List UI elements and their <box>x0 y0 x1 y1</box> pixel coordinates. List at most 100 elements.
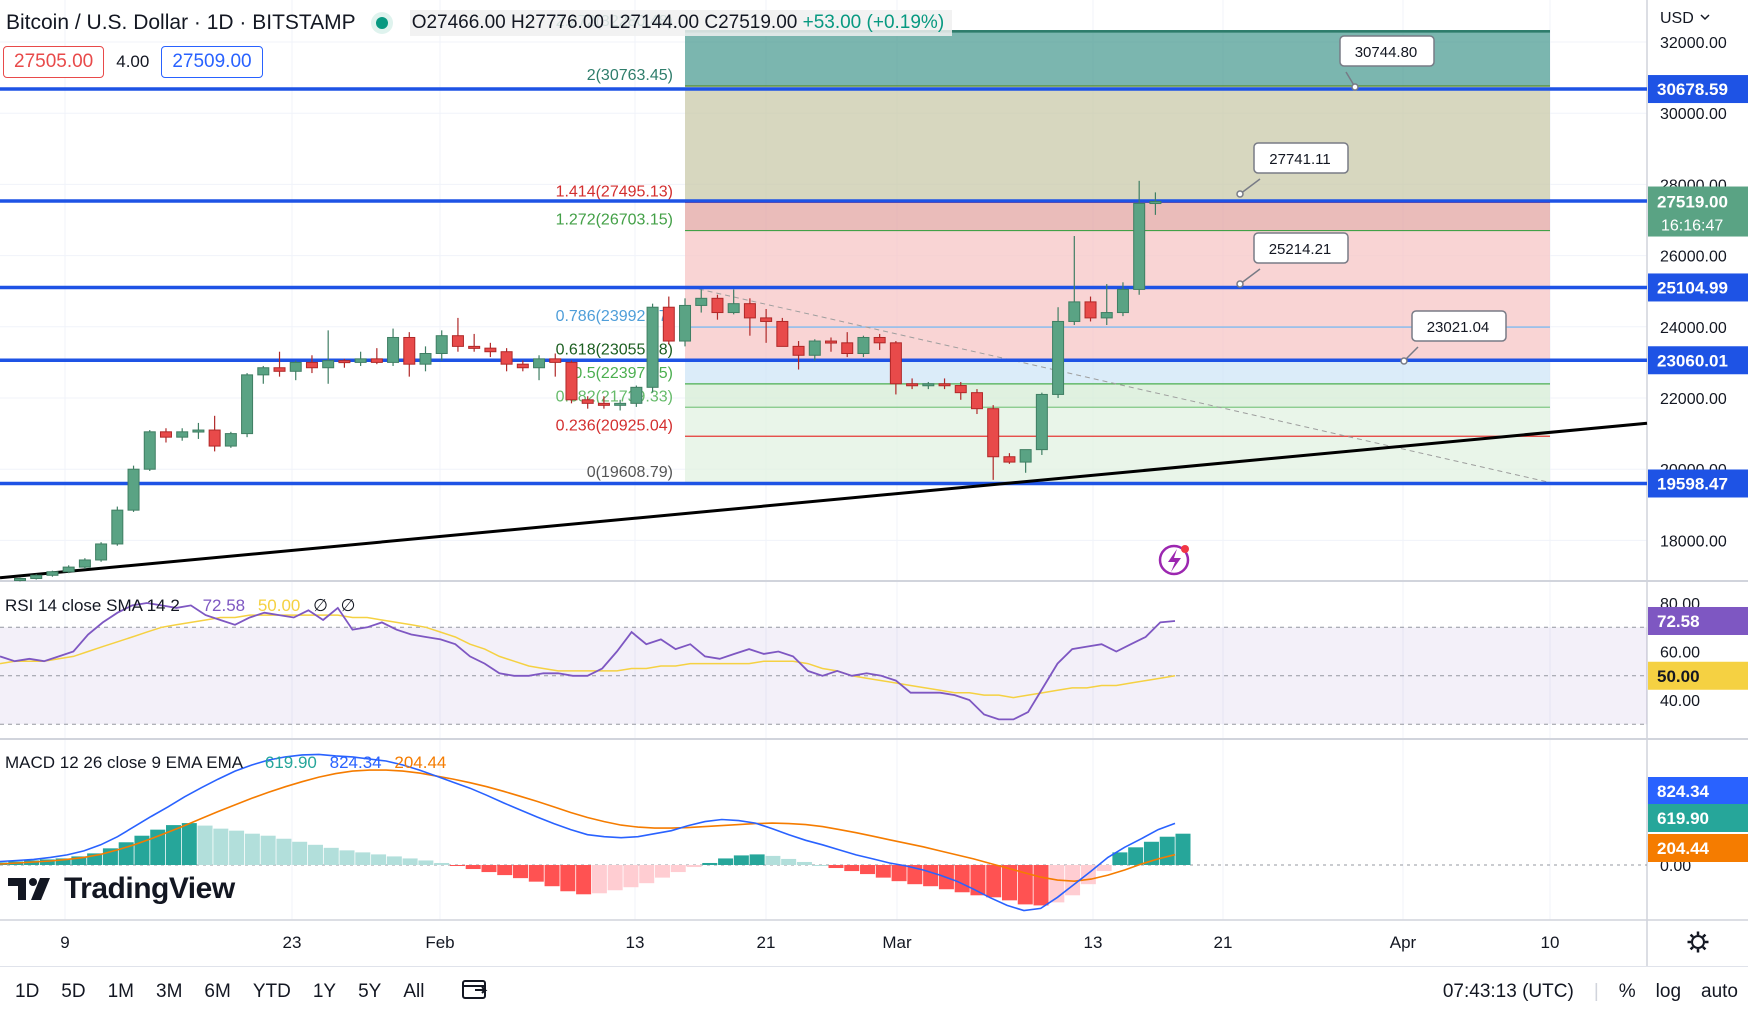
macd-histogram-bar <box>339 850 355 865</box>
percent-toggle[interactable]: % <box>1618 981 1636 1002</box>
events-icon <box>1158 544 1190 576</box>
fib-zone <box>685 383 1550 408</box>
candle-body <box>241 374 254 435</box>
timeframe-button-6m[interactable]: 6M <box>204 981 231 1002</box>
candle-body <box>841 342 854 355</box>
sell-price-button[interactable]: 27505.00 <box>3 46 105 78</box>
separator: | <box>1593 981 1599 1002</box>
macd-histogram-bar <box>418 860 434 865</box>
candle-body <box>95 543 108 561</box>
macd-histogram-bar <box>860 865 876 875</box>
timeframe-button-1d[interactable]: 1D <box>15 981 40 1002</box>
macd-histogram-bar <box>986 865 1002 898</box>
candle-body <box>111 509 124 545</box>
candle-body <box>970 392 983 410</box>
candle-body <box>419 353 432 365</box>
rsi-value-tag: 72.58 <box>1657 612 1700 631</box>
fib-level-label: 0(19608.79) <box>587 464 673 481</box>
log-toggle[interactable]: log <box>1655 981 1682 1002</box>
candle-body <box>500 351 513 365</box>
candle-body <box>370 358 383 363</box>
fib-level-label: 0.236(20925.04) <box>556 417 673 434</box>
candle-body <box>614 402 627 406</box>
macd-histogram-bar <box>166 825 182 865</box>
timeframe-button-ytd[interactable]: YTD <box>252 981 291 1002</box>
date-range-icon[interactable] <box>461 978 489 1006</box>
callout-label: 27741.11 <box>1269 151 1330 168</box>
callout-anchor <box>1236 280 1244 288</box>
macd-histogram-bar <box>481 865 497 873</box>
tradingview-logo-icon <box>8 878 50 900</box>
tradingview-logo[interactable]: TradingView <box>8 872 235 906</box>
price-callouts: 30744.80 27741.11 25214.21 23021.04 <box>1236 35 1507 365</box>
utc-clock[interactable]: 07:43:13 (UTC) <box>1442 981 1574 1002</box>
macd-line <box>0 753 1176 912</box>
candle-body <box>711 297 724 314</box>
symbol-title[interactable]: Bitcoin / U.S. Dollar · 1D · BITSTAMP <box>6 11 356 34</box>
rsi-legend[interactable]: RSI 14 close SMA 14 2 72.58 50.00 ∅ ∅ <box>5 596 355 616</box>
macd-legend[interactable]: MACD 12 26 close 9 EMA EMA 619.90 824.34… <box>5 753 446 773</box>
rsi-sma-tag-bg <box>1648 661 1748 690</box>
macd-signal-tag: 204.44 <box>1657 839 1710 858</box>
macd-histogram-bar <box>55 858 71 865</box>
macd-histogram-bar <box>229 830 245 865</box>
buy-price-button[interactable]: 27509.00 <box>161 46 263 78</box>
candle-body <box>46 571 59 576</box>
candle-body <box>1068 301 1081 322</box>
candle-body <box>954 385 967 394</box>
timeframe-button-5d[interactable]: 5D <box>61 981 86 1002</box>
fibonacci-extension: 2.272(32280.48)2(30763.45)1.414(27495.13… <box>556 13 1550 484</box>
spread-value: 4.00 <box>116 52 150 71</box>
time-tick: 13 <box>626 933 645 952</box>
fib-zone <box>685 202 1550 231</box>
candle-body <box>484 347 497 353</box>
fib-level-label: 1.272(26703.15) <box>556 212 673 229</box>
macd-histogram-bar <box>765 855 781 865</box>
callout-anchor <box>1236 190 1244 198</box>
macd-histogram-bar <box>465 865 481 870</box>
candle-body <box>1133 202 1146 290</box>
macd-value-tag: 824.34 <box>1657 782 1710 801</box>
time-axis[interactable]: 9 23 Feb 13 21 Mar 13 21 Apr 10 <box>60 931 1709 953</box>
rsi-legend-value: 72.58 <box>202 596 246 615</box>
candle-body <box>159 431 172 438</box>
macd-histogram-bar <box>875 865 891 878</box>
auto-toggle[interactable]: auto <box>1701 981 1738 1002</box>
level-price-tag-bg <box>1648 273 1748 302</box>
timeframe-button-1m[interactable]: 1M <box>107 981 134 1002</box>
macd-histogram-bar <box>355 852 371 865</box>
macd-legend-title: MACD 12 26 close 9 EMA EMA <box>5 753 243 772</box>
callout-label: 30744.80 <box>1355 44 1418 61</box>
callout-pointer <box>1239 178 1261 195</box>
macd-value-tag-bg <box>1648 777 1748 805</box>
macd-histogram-bar <box>607 865 623 891</box>
symbol-header: Bitcoin / U.S. Dollar · 1D · BITSTAMP O2… <box>0 6 953 40</box>
level-price-tag-bg <box>1648 75 1748 104</box>
candle-body <box>695 297 708 306</box>
timeframe-button-3m[interactable]: 3M <box>156 981 183 1002</box>
time-tick: 9 <box>60 933 69 952</box>
dashed-trend-line <box>689 286 1549 483</box>
macd-histogram-bar <box>1049 865 1065 903</box>
close-value: C27519.00 <box>704 12 798 33</box>
chart-canvas[interactable]: 2.272(32280.48)2(30763.45)1.414(27495.13… <box>0 0 1748 966</box>
candle-body <box>322 360 335 369</box>
fib-zone <box>685 360 1550 384</box>
candle-body <box>14 577 26 581</box>
open-value: O27466.00 <box>411 12 506 33</box>
trend-lines <box>0 421 1648 580</box>
notification-dot <box>1181 545 1189 553</box>
candle-body <box>906 383 919 387</box>
candle-body <box>1100 312 1113 319</box>
candle-body <box>581 399 594 404</box>
candlestick-series <box>14 180 1162 582</box>
macd-histogram-bar <box>292 841 308 865</box>
timeframe-button-5y[interactable]: 5Y <box>358 981 382 1002</box>
time-tick: 23 <box>283 933 302 952</box>
macd-histogram-bar <box>781 858 797 865</box>
timeframe-button-1y[interactable]: 1Y <box>312 981 337 1002</box>
timeframe-button-all[interactable]: All <box>403 981 425 1002</box>
price-axis[interactable]: USD18000.0020000.0022000.0024000.0026000… <box>1648 10 1748 875</box>
time-tick: Mar <box>882 933 912 952</box>
horizontal-levels <box>0 87 1647 486</box>
